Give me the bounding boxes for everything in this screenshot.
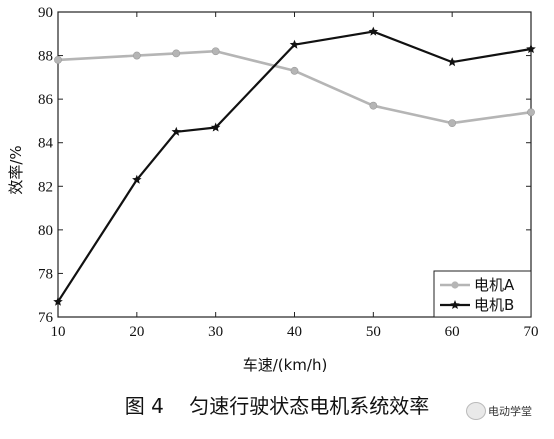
series-b-line — [57, 30, 532, 303]
y-tick-label: 80 — [38, 223, 53, 239]
series-b-point — [289, 39, 300, 49]
legend-box — [433, 270, 532, 318]
watermark: 电动学堂 — [466, 400, 548, 422]
y-tick-label: 90 — [38, 5, 53, 21]
series-b-point — [210, 122, 221, 132]
x-tick-label: 20 — [129, 324, 144, 340]
y-tick-label: 88 — [38, 49, 53, 65]
y-tick-label: 78 — [38, 266, 53, 282]
x-axis-label: 车速/(km/h) — [243, 356, 328, 374]
series-b-point — [132, 174, 142, 184]
series-a-point — [211, 47, 220, 56]
series-b-point — [53, 296, 63, 306]
series-a-point — [54, 56, 62, 64]
watermark-text: 电动学堂 — [488, 405, 532, 418]
figure-title: 匀速行驶状态电机系统效率 — [189, 394, 430, 418]
y-tick-label: 76 — [38, 310, 54, 326]
wechat-icon — [466, 402, 486, 420]
x-tick-label: 70 — [524, 324, 539, 340]
legend-a-label: 电机A — [474, 276, 515, 294]
x-tick-label: 60 — [445, 324, 460, 340]
x-tick-label: 30 — [208, 324, 223, 340]
series-b-point — [447, 57, 457, 67]
x-tick-label: 40 — [287, 324, 302, 340]
series-b-point — [171, 126, 181, 136]
legend-a-marker — [451, 281, 459, 289]
series-a-point — [290, 66, 299, 75]
series-a-point — [527, 108, 535, 117]
series-a-point — [369, 101, 378, 110]
figure-label: 图 4 — [124, 394, 164, 418]
y-tick-label: 84 — [38, 136, 54, 152]
legend-b-label: 电机B — [474, 296, 514, 314]
series-a-point — [132, 51, 141, 60]
x-tick-label: 50 — [366, 324, 381, 340]
y-axis-label: 效率/% — [7, 145, 25, 194]
series-a-line — [57, 49, 532, 125]
y-tick-label: 82 — [38, 179, 53, 195]
x-tick-label: 10 — [51, 324, 66, 340]
series-b-point — [368, 26, 379, 36]
y-tick-label: 86 — [38, 92, 54, 108]
series-a-point — [448, 119, 457, 128]
figure-caption: 图 4 匀速行驶状态电机系统效率 — [0, 390, 554, 419]
legend-b-marker — [450, 300, 460, 309]
series-b-point — [526, 44, 536, 54]
series-a-point — [172, 49, 181, 58]
